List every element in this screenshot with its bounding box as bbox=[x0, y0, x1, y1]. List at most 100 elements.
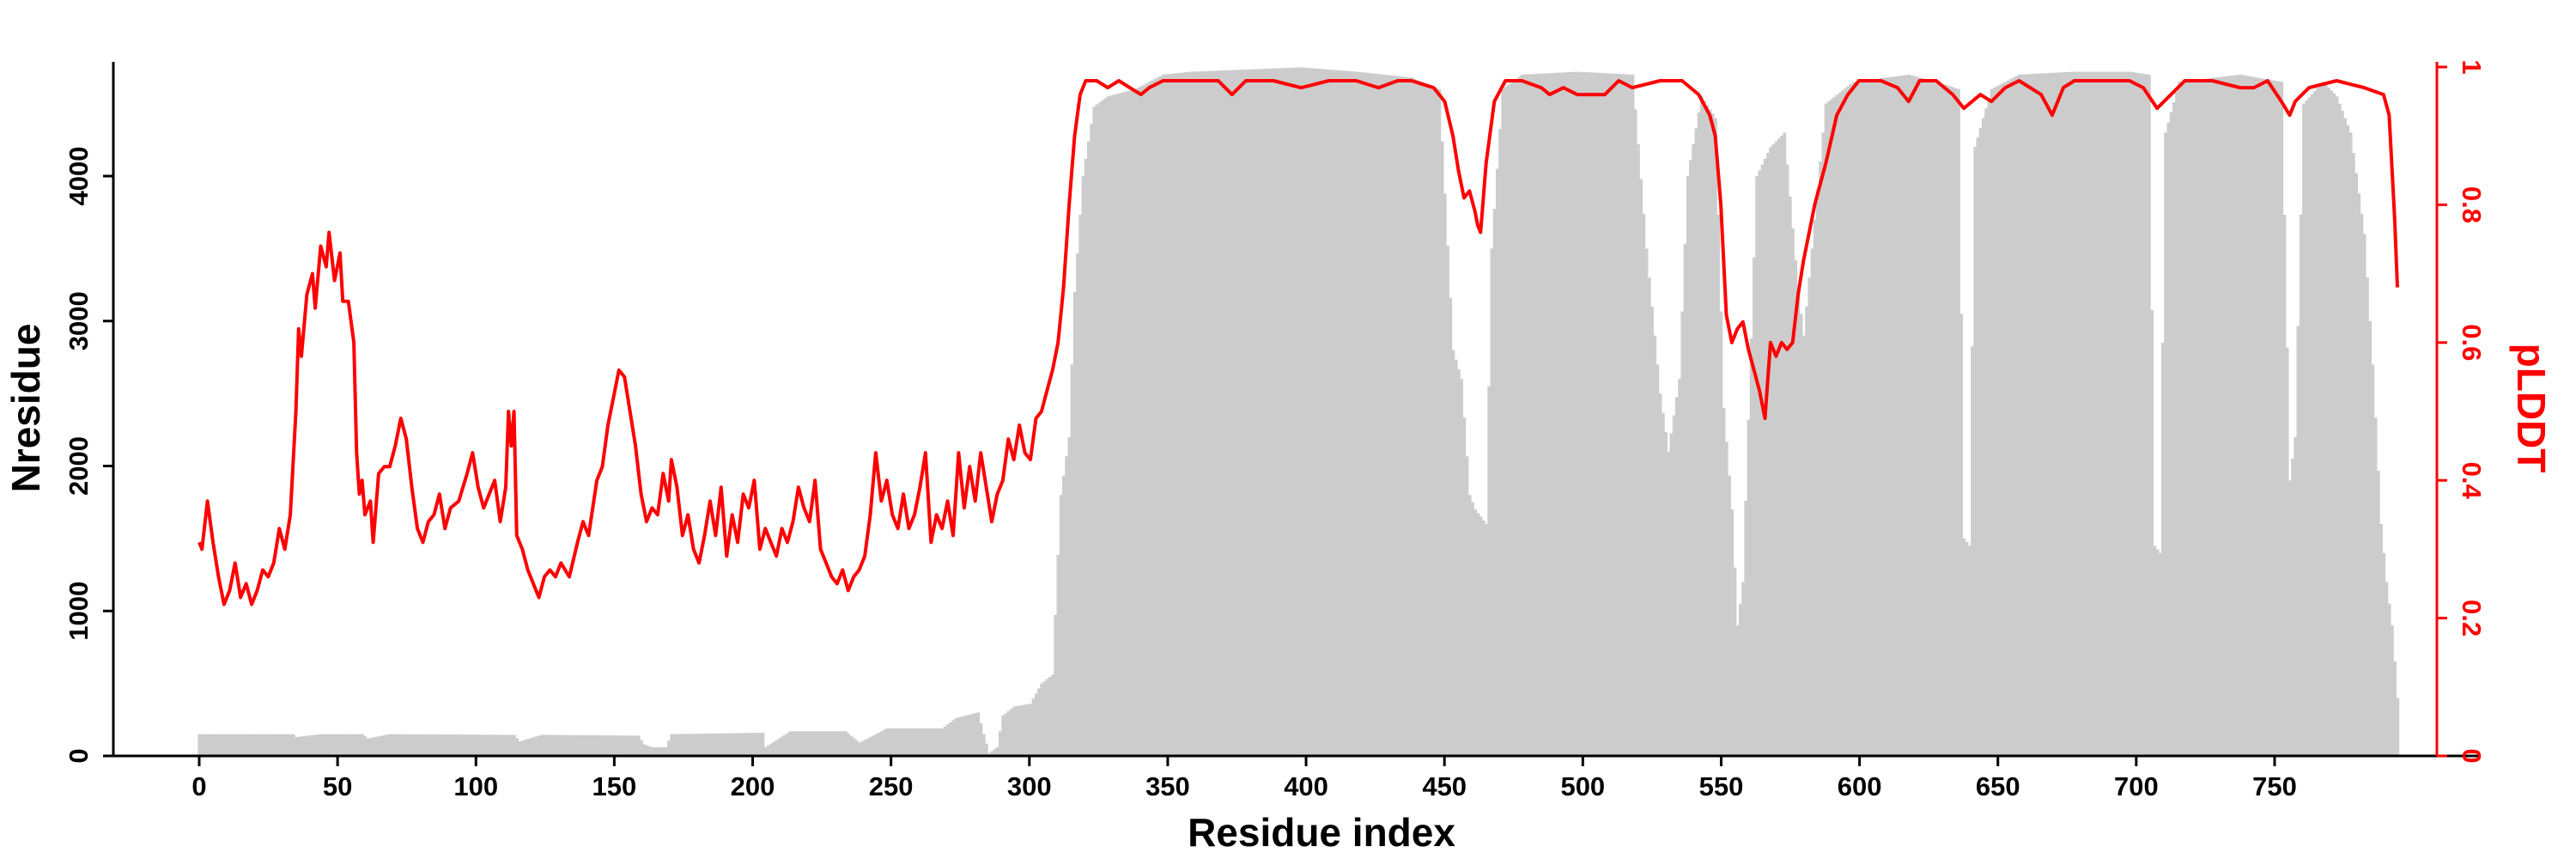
nresidue-bar bbox=[1324, 69, 1328, 757]
nresidue-bar bbox=[2316, 88, 2319, 757]
nresidue-bar bbox=[1959, 314, 1964, 756]
nresidue-bar bbox=[1097, 102, 1102, 756]
nresidue-bar bbox=[1722, 408, 1726, 756]
nresidue-bar bbox=[325, 734, 329, 756]
x-tick-label: 500 bbox=[1560, 771, 1605, 801]
nresidue-bar bbox=[2117, 71, 2121, 756]
nresidue-bar bbox=[802, 731, 806, 756]
nresidue-bar bbox=[1846, 86, 1850, 757]
nresidue-bar bbox=[1650, 306, 1654, 757]
nresidue-bar bbox=[2341, 111, 2344, 756]
nresidue-bar bbox=[968, 714, 972, 756]
nresidue-bar bbox=[1644, 248, 1649, 757]
nresidue-bar bbox=[1106, 96, 1110, 756]
nresidue-bar bbox=[813, 731, 817, 756]
nresidue-bar bbox=[868, 737, 872, 756]
nresidue-bar bbox=[1738, 603, 1742, 756]
nresidue-bar bbox=[1899, 76, 1903, 756]
nresidue-bar bbox=[1780, 135, 1784, 756]
nresidue-bar bbox=[1449, 297, 1453, 756]
nresidue-bar bbox=[2158, 552, 2162, 756]
nresidue-bar bbox=[568, 734, 572, 756]
nresidue-bar bbox=[1948, 86, 1953, 757]
nresidue-bar bbox=[361, 734, 364, 756]
nresidue-bar bbox=[629, 735, 632, 756]
plddt-line-layer bbox=[197, 79, 2399, 606]
nresidue-bar bbox=[1967, 545, 1971, 756]
x-tick-label: 50 bbox=[323, 771, 352, 801]
nresidue-bar bbox=[1065, 456, 1069, 756]
nresidue-bar bbox=[1520, 74, 1524, 757]
y2-tick-label: 1 bbox=[2457, 59, 2487, 74]
nresidue-bar bbox=[1045, 679, 1049, 756]
nresidue-bar bbox=[1835, 94, 1839, 756]
nresidue-bar bbox=[1669, 433, 1674, 756]
nresidue-bar bbox=[999, 731, 1002, 756]
nresidue-bar bbox=[1788, 196, 1792, 757]
nresidue-bar bbox=[949, 722, 952, 756]
nresidue-bar bbox=[672, 734, 677, 756]
nresidue-bar bbox=[1037, 688, 1041, 756]
nresidue-bar bbox=[1167, 74, 1171, 756]
nresidue-bar bbox=[1288, 67, 1292, 756]
nresidue-bar bbox=[1996, 86, 1999, 757]
nresidue-bar bbox=[1056, 555, 1060, 756]
nresidue-bar bbox=[1548, 73, 1552, 756]
nresidue-bar bbox=[1821, 132, 1826, 757]
nresidue-bar bbox=[620, 735, 624, 756]
nresidue-bar bbox=[457, 734, 461, 756]
nresidue-bar bbox=[1485, 524, 1488, 756]
nresidue-bar bbox=[2302, 103, 2306, 757]
nresidue-bar bbox=[1120, 92, 1124, 757]
nresidue-bar bbox=[1440, 141, 1444, 756]
nresidue-bar bbox=[1879, 78, 1883, 757]
nresidue-bar bbox=[758, 733, 762, 756]
nresidue-bar bbox=[1156, 77, 1160, 756]
nresidue-bar bbox=[1431, 87, 1436, 757]
nresidue-bar bbox=[788, 731, 793, 756]
nresidue-bar bbox=[1305, 67, 1309, 756]
nresidue-bar bbox=[1001, 715, 1005, 756]
x-tick-label: 100 bbox=[453, 771, 498, 801]
nresidue-bar bbox=[1617, 74, 1621, 756]
nresidue-bar bbox=[1890, 76, 1894, 756]
nresidue-bar bbox=[611, 735, 616, 756]
nresidue-bar bbox=[2390, 625, 2394, 757]
nresidue-bar bbox=[1923, 78, 1928, 756]
nresidue-bar bbox=[2017, 74, 2021, 757]
nresidue-bar bbox=[1801, 335, 1806, 756]
nresidue-bar bbox=[1636, 143, 1640, 757]
nresidue-bar bbox=[1012, 706, 1016, 757]
nresidue-bar bbox=[2269, 80, 2273, 756]
nresidue-bar bbox=[1490, 248, 1494, 757]
nresidue-bar bbox=[907, 728, 911, 756]
nresidue-bar bbox=[336, 734, 340, 756]
x-tick-label: 650 bbox=[1976, 771, 2020, 801]
nresidue-bar bbox=[2291, 459, 2294, 756]
nresidue-bar bbox=[2114, 71, 2118, 756]
nresidue-bar bbox=[449, 734, 453, 756]
nresidue-bar bbox=[2287, 480, 2292, 757]
nresidue-bar bbox=[209, 734, 213, 756]
nresidue-bar bbox=[479, 734, 483, 756]
nresidue-bar bbox=[1437, 88, 1442, 756]
nresidue-bar bbox=[1103, 98, 1108, 757]
nresidue-bar bbox=[1435, 88, 1439, 756]
nresidue-bar bbox=[766, 745, 770, 756]
y-tick-label: 3000 bbox=[64, 291, 94, 350]
nresidue-bar bbox=[1935, 82, 1939, 756]
nresidue-bar bbox=[2031, 74, 2035, 756]
nresidue-bar bbox=[1379, 74, 1383, 757]
nresidue-bar bbox=[206, 734, 210, 756]
nresidue-bar bbox=[1595, 72, 1599, 757]
nresidue-bar bbox=[1987, 99, 1991, 756]
nresidue-bar bbox=[545, 734, 550, 756]
x-tick-label: 600 bbox=[1838, 771, 1882, 801]
nresidue-bar bbox=[2175, 92, 2178, 757]
nresidue-bar bbox=[882, 729, 886, 757]
nresidue-bar bbox=[1689, 160, 1692, 756]
nresidue-bar bbox=[211, 734, 216, 756]
nresidue-bar bbox=[1161, 74, 1165, 757]
y-tick-label: 1000 bbox=[64, 582, 94, 641]
nresidue-bar bbox=[498, 734, 502, 756]
